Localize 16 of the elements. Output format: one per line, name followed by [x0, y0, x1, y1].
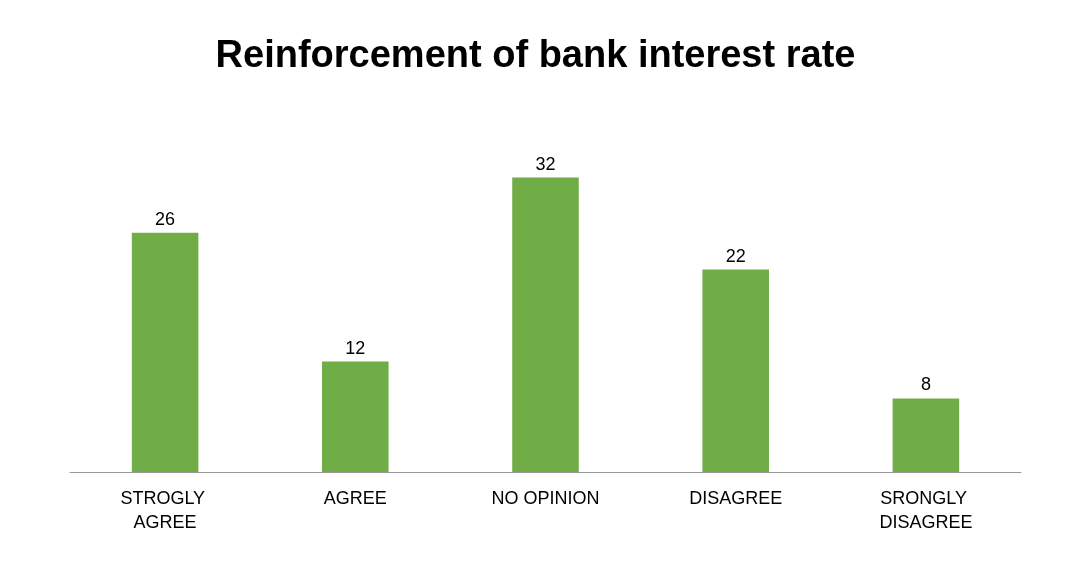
bar [702, 269, 769, 472]
bar [322, 361, 389, 472]
x-tick-label: NO OPINION [491, 488, 600, 508]
chart-title: Reinforcement of bank interest rate [215, 33, 856, 75]
data-label: 12 [345, 337, 366, 358]
bar [512, 177, 579, 472]
bar [131, 232, 199, 472]
x-tick-label: STROGLY AGREE [120, 488, 210, 532]
bar [892, 398, 960, 472]
data-label: 8 [920, 374, 931, 395]
data-label: 22 [725, 245, 746, 266]
data-label: 26 [155, 208, 176, 229]
x-tick-label: AGREE [323, 488, 387, 508]
data-label: 32 [535, 153, 556, 174]
x-tick-label: DISAGREE [689, 488, 783, 508]
x-tick-label: SRONGLY DISAGREE [879, 488, 973, 532]
